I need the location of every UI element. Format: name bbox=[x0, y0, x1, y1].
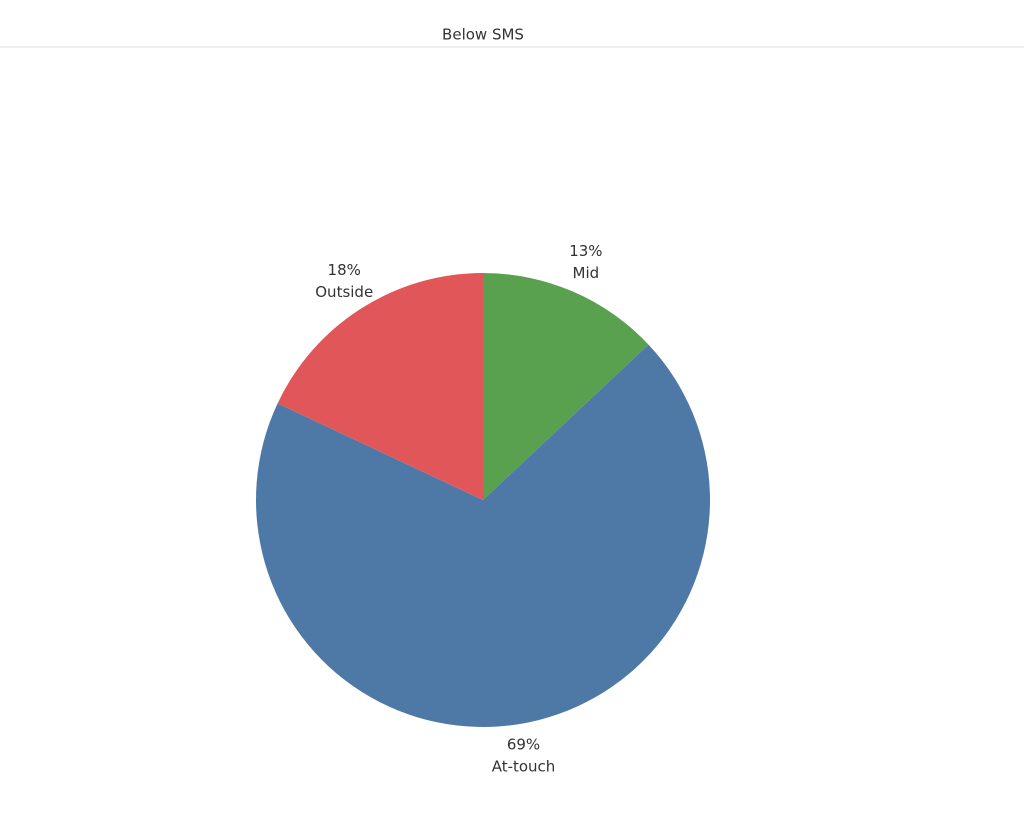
pie-slice bbox=[483, 273, 649, 500]
pie-slice bbox=[255, 344, 711, 727]
slice-category-label: Mid bbox=[573, 264, 600, 282]
pie-slice bbox=[277, 273, 483, 500]
slice-value-label: 18% bbox=[328, 261, 361, 279]
slice-value-label: 13% bbox=[569, 242, 602, 260]
slice-category-label: At-touch bbox=[492, 757, 556, 775]
chart-title: Below SMS bbox=[442, 26, 524, 44]
slice-value-label: 69% bbox=[507, 735, 540, 753]
slice-category-label: Outside bbox=[315, 283, 373, 301]
